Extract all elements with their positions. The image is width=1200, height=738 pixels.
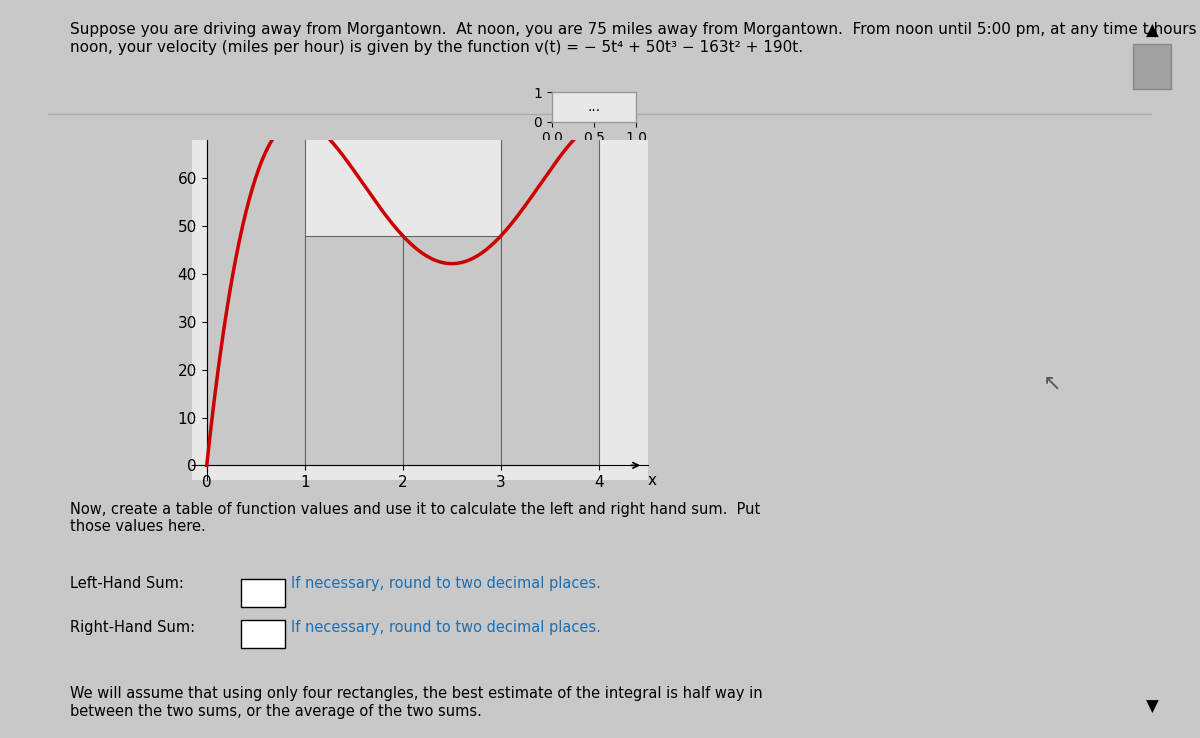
Bar <box>500 121 599 466</box>
FancyBboxPatch shape <box>241 579 286 607</box>
Text: x: x <box>648 472 658 488</box>
Text: Right-Hand Sum:: Right-Hand Sum: <box>70 620 196 635</box>
Text: If necessary, round to two decimal places.: If necessary, round to two decimal place… <box>290 576 601 590</box>
FancyBboxPatch shape <box>1133 44 1171 89</box>
Text: ...: ... <box>588 100 600 114</box>
Text: ↖: ↖ <box>1043 373 1062 394</box>
Bar <box>206 121 305 466</box>
FancyBboxPatch shape <box>241 620 286 648</box>
Text: Now, create a table of function values and use it to calculate the left and righ: Now, create a table of function values a… <box>70 502 761 534</box>
Text: ▲: ▲ <box>1146 22 1158 40</box>
Bar <box>403 236 500 466</box>
Bar <box>305 236 403 466</box>
Text: Left-Hand Sum:: Left-Hand Sum: <box>70 576 184 590</box>
Text: We will assume that using only four rectangles, the best estimate of the integra: We will assume that using only four rect… <box>70 686 763 719</box>
Text: Suppose you are driving away from Morgantown.  At noon, you are 75 miles away fr: Suppose you are driving away from Morgan… <box>70 22 1200 55</box>
Text: If necessary, round to two decimal places.: If necessary, round to two decimal place… <box>290 620 601 635</box>
Text: ▼: ▼ <box>1146 698 1158 716</box>
